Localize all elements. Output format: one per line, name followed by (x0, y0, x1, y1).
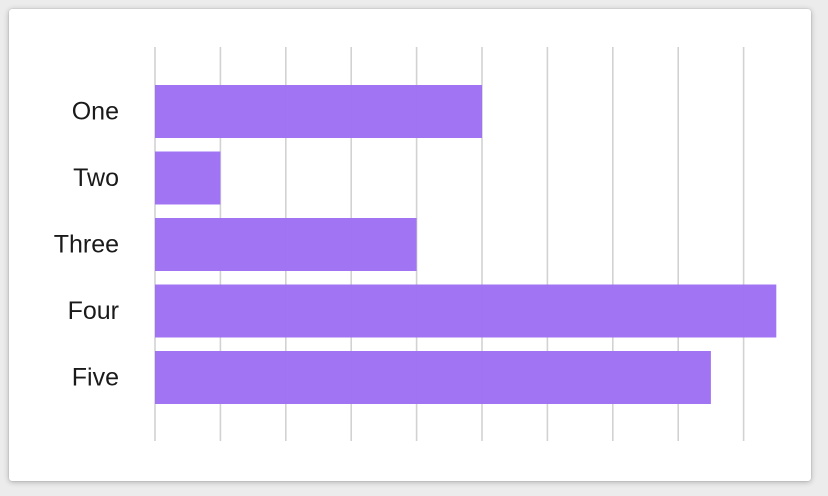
category-label-five: Five (72, 364, 119, 392)
bars (155, 85, 777, 404)
category-label-four: Four (68, 297, 119, 325)
chart-card: One Two Three Four Five (9, 9, 811, 481)
bar-four (155, 284, 777, 338)
category-label-one: One (72, 98, 119, 126)
bar-two (155, 151, 221, 205)
bar-five (155, 351, 711, 404)
bar-chart: One Two Three Four Five (54, 47, 777, 441)
bar-three (155, 218, 417, 271)
bar-one (155, 85, 482, 138)
category-label-two: Two (73, 164, 119, 192)
category-labels: One Two Three Four Five (54, 98, 119, 392)
category-label-three: Three (54, 231, 119, 259)
